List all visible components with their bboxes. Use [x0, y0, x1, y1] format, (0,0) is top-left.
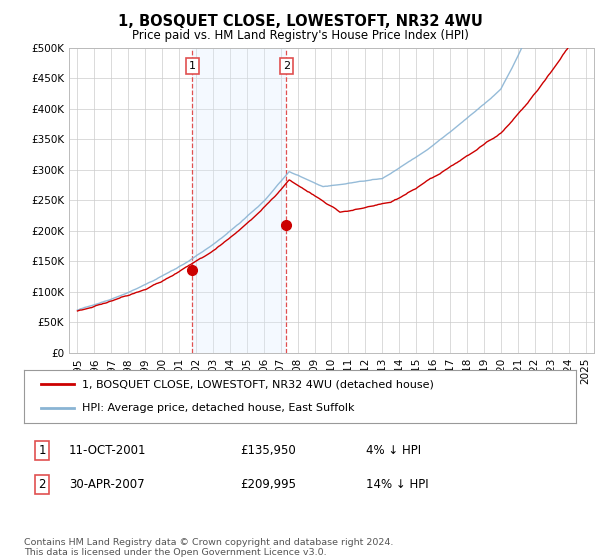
- Text: 4% ↓ HPI: 4% ↓ HPI: [366, 444, 421, 458]
- Text: £135,950: £135,950: [240, 444, 296, 458]
- Text: 1: 1: [189, 61, 196, 71]
- Text: 30-APR-2007: 30-APR-2007: [69, 478, 145, 491]
- Text: Contains HM Land Registry data © Crown copyright and database right 2024.
This d: Contains HM Land Registry data © Crown c…: [24, 538, 394, 557]
- Text: 14% ↓ HPI: 14% ↓ HPI: [366, 478, 428, 491]
- Text: Price paid vs. HM Land Registry's House Price Index (HPI): Price paid vs. HM Land Registry's House …: [131, 29, 469, 42]
- Text: 1, BOSQUET CLOSE, LOWESTOFT, NR32 4WU (detached house): 1, BOSQUET CLOSE, LOWESTOFT, NR32 4WU (d…: [82, 380, 434, 390]
- Text: £209,995: £209,995: [240, 478, 296, 491]
- Text: 1: 1: [38, 444, 46, 458]
- Text: 2: 2: [38, 478, 46, 491]
- Bar: [192, 48, 286, 353]
- Text: HPI: Average price, detached house, East Suffolk: HPI: Average price, detached house, East…: [82, 403, 355, 413]
- Text: 11-OCT-2001: 11-OCT-2001: [69, 444, 146, 458]
- Text: 1, BOSQUET CLOSE, LOWESTOFT, NR32 4WU: 1, BOSQUET CLOSE, LOWESTOFT, NR32 4WU: [118, 14, 482, 29]
- Text: 2: 2: [283, 61, 290, 71]
